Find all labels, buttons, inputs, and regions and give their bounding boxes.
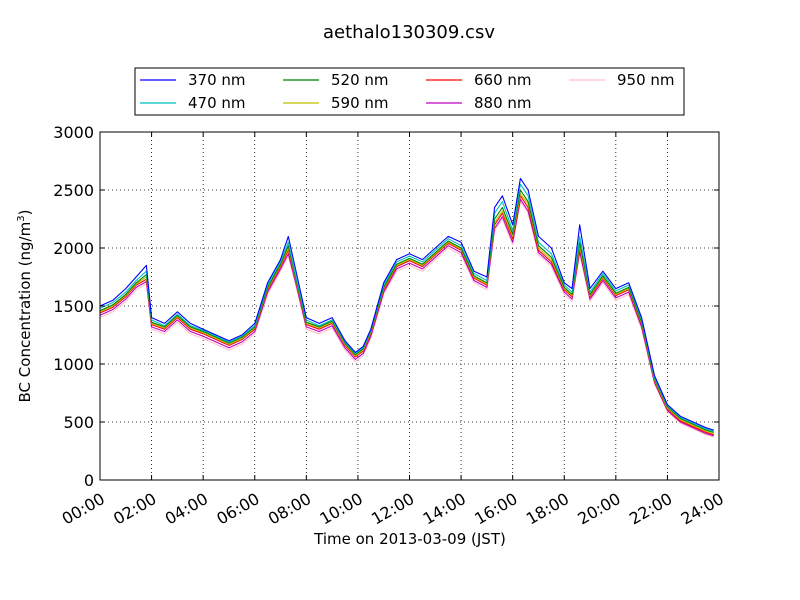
y-tick-label: 2500	[53, 181, 94, 200]
y-tick-label: 1500	[53, 297, 94, 316]
y-tick-label: 1000	[53, 355, 94, 374]
series-line-370-nm	[99, 177, 714, 431]
axis-ticks	[99, 131, 720, 481]
y-tick-label: 3000	[53, 123, 94, 142]
y-tick-labels: 0 500 1000 1500 2000 2500 3000	[53, 123, 94, 490]
legend-items: 370 nm 470 nm 520 nm 590 nm 660 nm 880 nm 950 …	[140, 71, 675, 112]
legend: 370 nm 470 nm 520 nm 590 nm 660 nm 880 nm 950 …	[134, 67, 685, 116]
legend-label: 470 nm	[188, 94, 246, 112]
legend-label: 590 nm	[331, 94, 389, 112]
y-axis-title: BC Concentration (ng/m3)	[16, 210, 34, 403]
legend-label: 520 nm	[331, 71, 389, 89]
series-line-660-nm	[99, 195, 714, 436]
y-tick-label: 500	[63, 413, 94, 432]
series-line-880-nm	[99, 198, 714, 437]
series-line-950-nm	[99, 201, 714, 438]
legend-label: 370 nm	[188, 71, 246, 89]
y-tick-label: 0	[84, 471, 94, 490]
series-line-470-nm	[99, 183, 714, 432]
plot-area	[100, 132, 719, 480]
y-axis-title-main: BC Concentration (ng/m	[16, 222, 34, 403]
series-line-590-nm	[99, 192, 714, 435]
legend-label: 950 nm	[617, 71, 675, 89]
y-tick-label: 2000	[53, 239, 94, 258]
legend-box	[134, 67, 685, 116]
x-axis-title: Time on 2013-03-09 (JST)	[313, 530, 506, 548]
legend-label: 660 nm	[474, 71, 532, 89]
series-layer	[99, 177, 714, 438]
y-axis-title-superscript: 3	[16, 215, 27, 221]
chart-title: aethalo130309.csv	[323, 22, 495, 43]
legend-label: 880 nm	[474, 94, 532, 112]
y-axis-title-suffix: )	[16, 210, 34, 216]
series-line-520-nm	[99, 189, 714, 433]
